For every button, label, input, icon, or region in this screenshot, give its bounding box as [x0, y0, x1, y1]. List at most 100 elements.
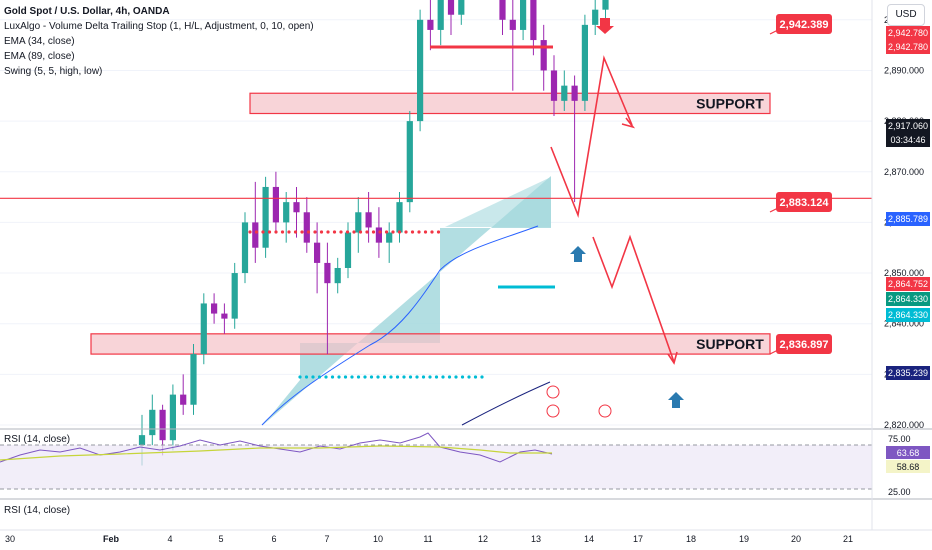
candle-body	[365, 212, 372, 228]
x-tick-label: 14	[584, 534, 594, 544]
x-tick-label: 11	[423, 534, 432, 544]
candle-body	[334, 267, 341, 284]
y-tick-label: 2,820.000	[884, 420, 924, 430]
candles	[138, 0, 609, 466]
swing-dot	[371, 230, 376, 234]
candle-body	[190, 354, 197, 405]
swing-dot	[324, 375, 328, 379]
swing-dot	[480, 375, 484, 379]
rsi-tick-label: 75.00	[888, 434, 911, 444]
projection-path	[550, 55, 633, 218]
candle-body	[262, 186, 269, 248]
candle-body	[406, 121, 413, 203]
rsi-pane	[0, 428, 932, 500]
candle-body	[169, 394, 176, 441]
rsi-band	[0, 445, 872, 489]
x-tick-label: 20	[791, 534, 801, 544]
candle-body	[200, 303, 207, 355]
swing-dot	[293, 230, 298, 234]
candle-body	[324, 262, 331, 284]
y-tick-label: 2,890.000	[884, 65, 924, 75]
price-label-box	[886, 366, 930, 380]
swing-dot	[274, 230, 278, 234]
candle-body	[530, 0, 537, 41]
swing-dot	[311, 375, 315, 379]
countdown-box	[886, 133, 930, 147]
price-label-box	[886, 119, 930, 133]
legend-indicator[interactable]: Swing (5, 5, high, low)	[4, 66, 103, 77]
candle-body	[344, 232, 352, 268]
swing-dot	[330, 375, 335, 379]
candle-body	[159, 409, 166, 441]
callout-label: 2,836.897	[780, 339, 829, 351]
candle-body	[180, 394, 187, 405]
candle-body	[447, 0, 455, 15]
candle-body	[231, 273, 238, 319]
down-arrow-icon	[596, 18, 614, 34]
swing-dot	[369, 375, 374, 379]
rsi-label[interactable]: RSI (14, close)	[4, 434, 71, 445]
zone-label: SUPPORT	[696, 95, 764, 111]
swing-dot	[332, 230, 337, 234]
swing-dot	[261, 230, 265, 234]
legend-indicator[interactable]: EMA (89, close)	[4, 51, 75, 62]
x-tick-label: 5	[218, 534, 223, 544]
time-axis: 30 Feb 4 5 6 7 10 11 12 13 14 17 18 19 20 21	[0, 529, 932, 544]
swing-dot	[473, 375, 478, 379]
legend-indicator[interactable]: EMA (34, close)	[4, 36, 75, 47]
rsi-value: 63.68	[897, 448, 920, 458]
swing-dot	[304, 375, 309, 379]
swing-dot	[254, 230, 259, 234]
candle-body	[138, 435, 146, 446]
up-arrow-icon	[570, 246, 586, 262]
candle-body	[375, 227, 382, 243]
swing-dot	[391, 230, 395, 234]
candle-body	[571, 85, 578, 101]
arrowhead	[621, 117, 636, 129]
price-label-box	[886, 212, 930, 226]
candle-body	[283, 202, 290, 223]
x-tick-label: 17	[633, 534, 643, 544]
swing-dot	[300, 230, 304, 234]
callouts: 2,942.389 2,883.124 2,836.897	[769, 14, 832, 355]
candle-body	[509, 19, 516, 30]
candle-body	[561, 85, 568, 101]
ema-89	[461, 381, 551, 426]
drawings	[0, 18, 872, 418]
swing-dot	[339, 230, 343, 234]
zone-box	[249, 92, 771, 115]
candle-body	[550, 70, 558, 101]
swing-dot	[345, 230, 350, 234]
swing-dot	[356, 375, 361, 379]
swing-dot	[382, 375, 387, 379]
candle-body	[437, 0, 444, 30]
swing-dot	[410, 230, 415, 234]
candle-body	[520, 0, 527, 30]
price-label-box	[886, 292, 930, 306]
swing-dot	[404, 230, 408, 234]
legend-indicator[interactable]: LuxAlgo - Volume Delta Trailing Stop (1,…	[4, 21, 314, 32]
chart-legend: Gold Spot / U.S. Dollar, 4h, OANDA LuxAl…	[4, 4, 314, 79]
swing-dot	[402, 375, 406, 379]
candle-body	[314, 242, 321, 263]
price-label: 2,885.789	[888, 214, 928, 224]
zone-box	[90, 333, 771, 355]
candle-body	[355, 212, 362, 233]
projection-path	[592, 234, 675, 363]
x-tick-label: 10	[373, 534, 383, 544]
swing-dot	[430, 230, 434, 234]
x-tick-label: 4	[167, 534, 172, 544]
swing-dot	[378, 230, 382, 234]
currency-button[interactable]: USD	[887, 4, 925, 26]
candle-body	[386, 232, 393, 243]
rsi-label[interactable]: RSI (14, close)	[4, 505, 71, 516]
price-label: 2,864.752	[888, 279, 928, 289]
x-tick-label: 7	[324, 534, 329, 544]
x-tick-label: 6	[271, 534, 276, 544]
swing-dot	[326, 230, 330, 234]
swing-dot	[280, 230, 285, 234]
rsi-ma-value-box	[886, 460, 930, 473]
price-label: 2,917.060	[888, 121, 928, 131]
price-label: 2,864.330	[888, 294, 928, 304]
